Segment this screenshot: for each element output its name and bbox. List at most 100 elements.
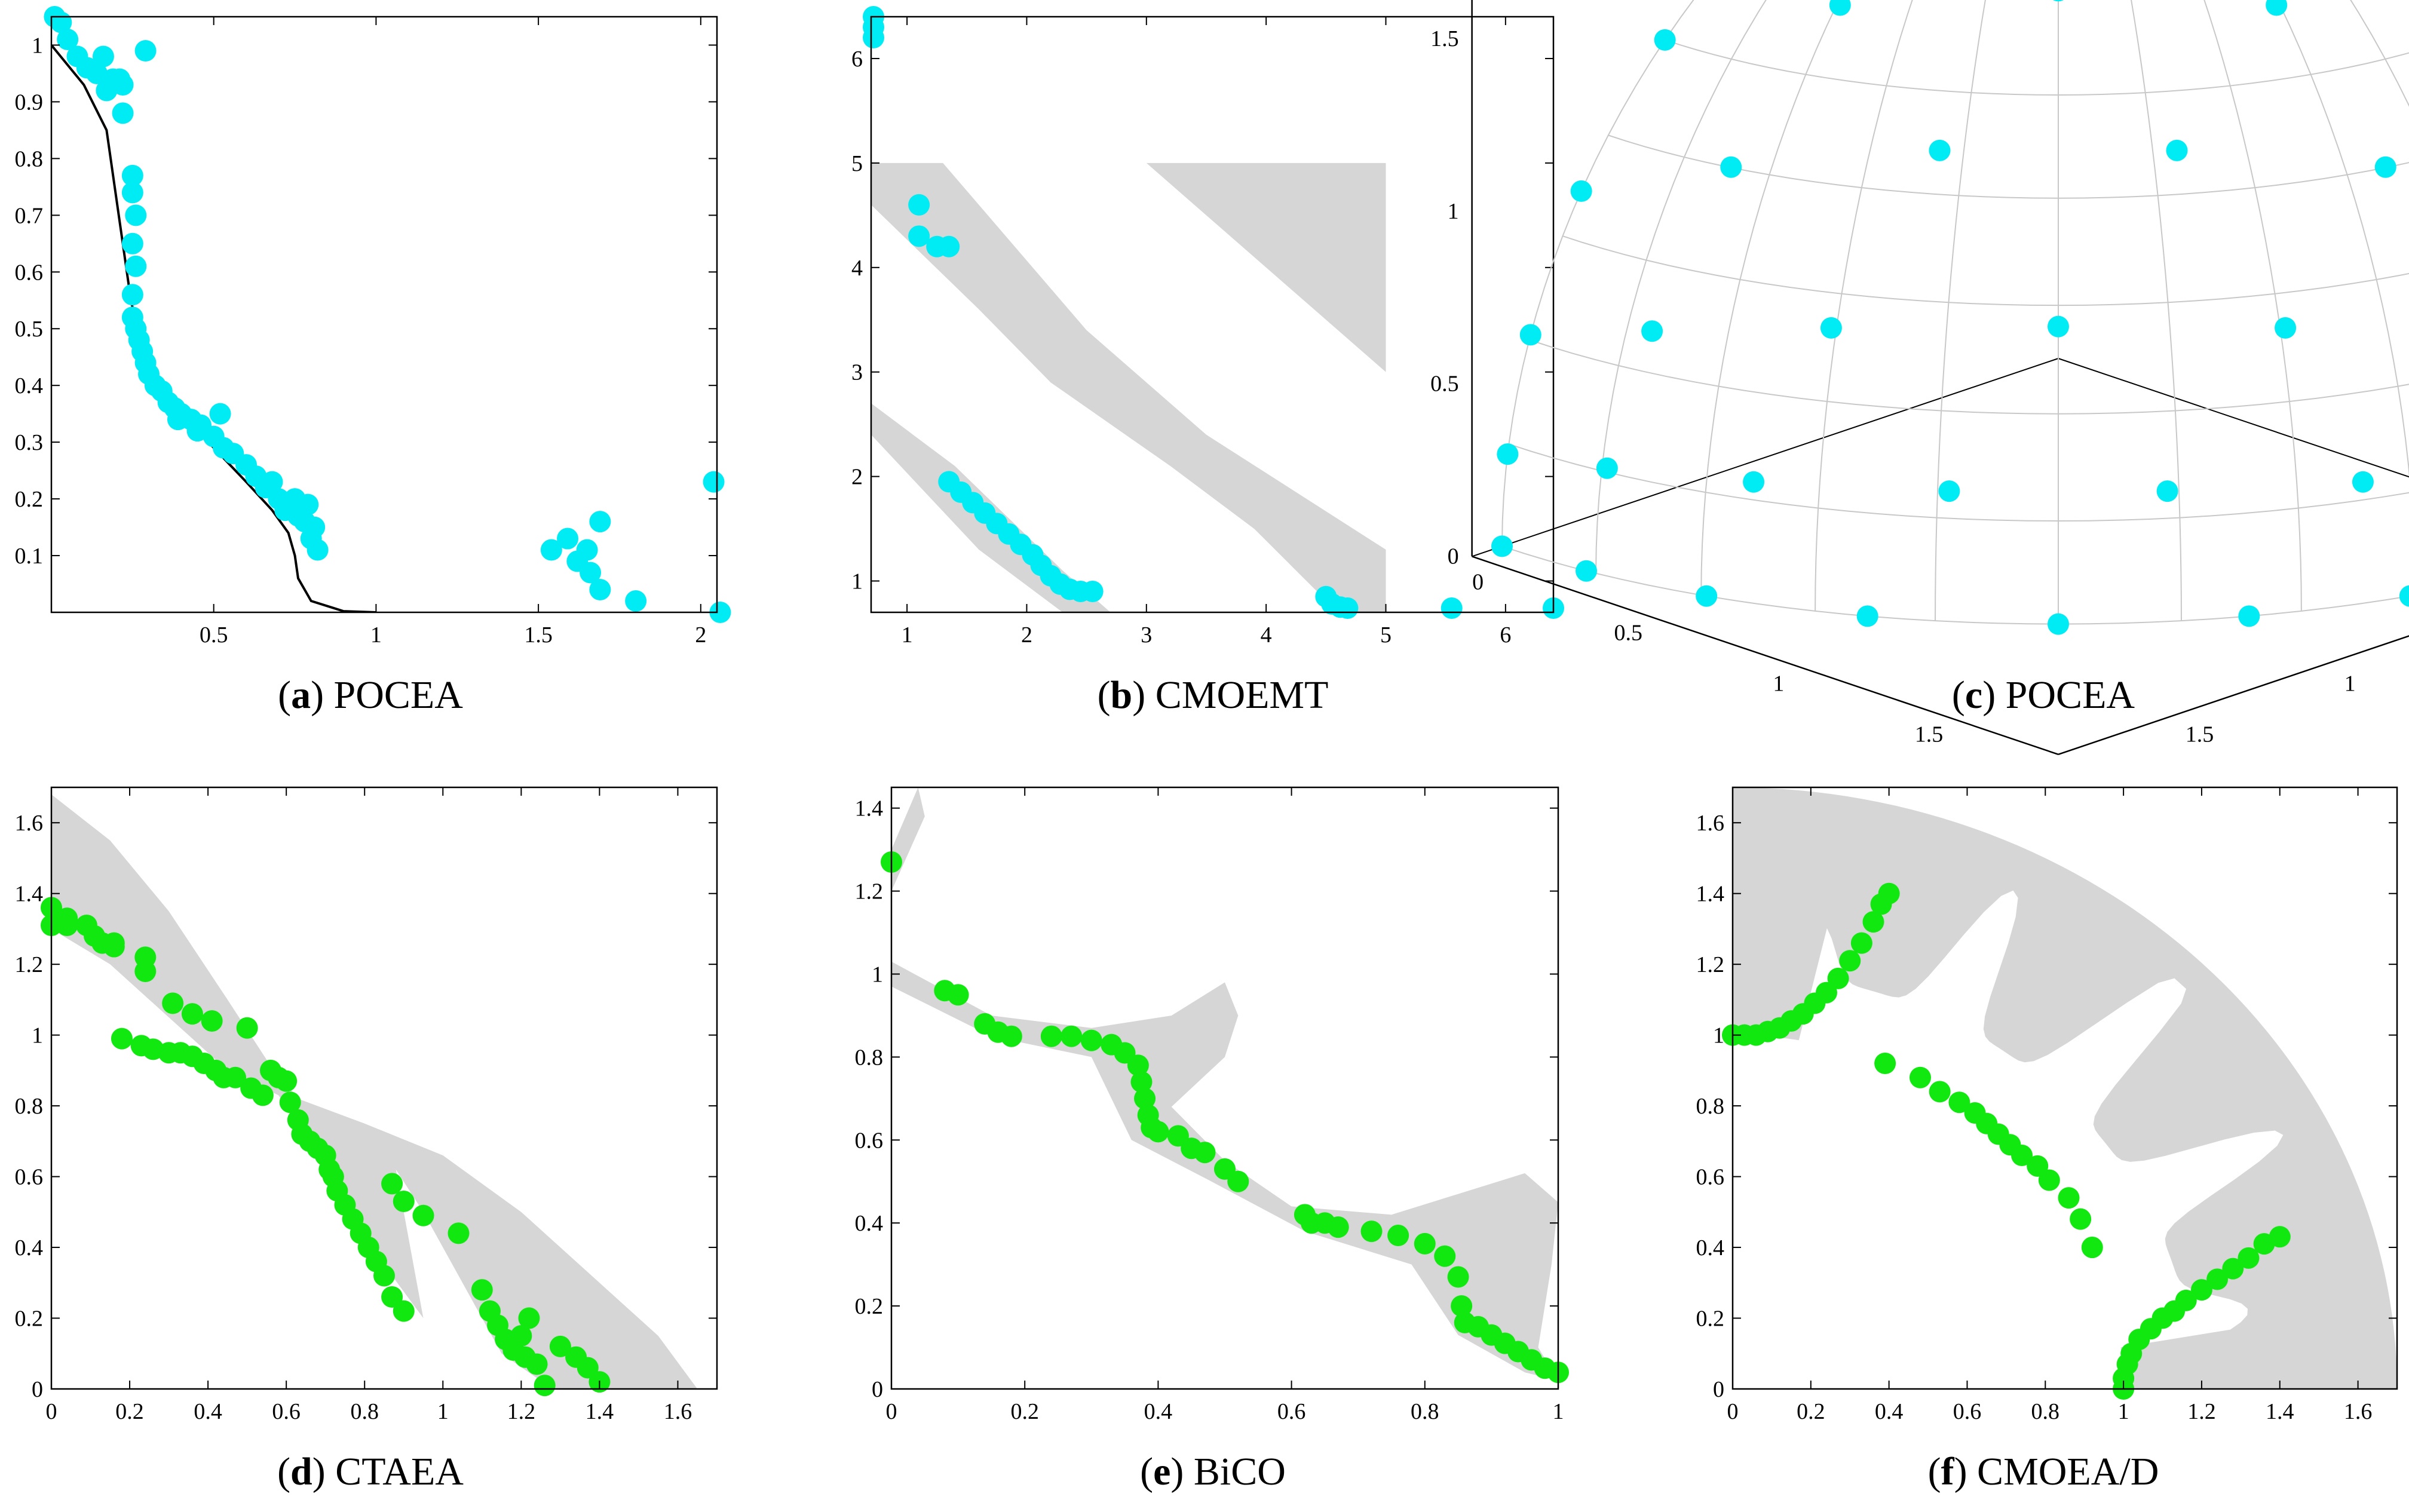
y-tick-label: 0.2: [855, 1294, 884, 1319]
data-point: [1696, 585, 1718, 607]
panel-a: 0.5 1 1.5 2 0.1 0.2 0.3 0.4 0.5 0.6 0.7 0.8 0.9 1 (a) …: [15, 6, 731, 717]
caption-e: (e) BiCO: [1140, 1450, 1286, 1493]
box-edge: [1472, 358, 2059, 557]
x-tick-label: 1.6: [2344, 1399, 2373, 1424]
data-point: [908, 225, 930, 247]
y-tick-label: 1.2: [15, 952, 44, 977]
surface-grid-line: [2276, 0, 2409, 477]
data-point: [557, 527, 579, 550]
data-point: [2190, 1279, 2212, 1301]
y-tick-label: 1: [1773, 671, 1784, 696]
data-point: [1000, 1025, 1022, 1047]
data-point: [2166, 139, 2188, 161]
x-tick-label: 1.5: [524, 622, 553, 648]
y-tick-label: 0.4: [15, 373, 44, 398]
data-point: [1929, 1081, 1951, 1103]
surface-grid-line: [2058, 0, 2409, 546]
plot-area-d: [51, 794, 698, 1389]
y-tick-label: 1.4: [15, 882, 44, 907]
plot-area-a: [51, 44, 376, 612]
caption-paren-open: (: [278, 673, 291, 717]
axes-frame: [870, 16, 1555, 614]
data-point: [1327, 1216, 1349, 1238]
data-point: [1451, 1295, 1473, 1317]
data-point: [1441, 597, 1463, 619]
y-tick-label: 0.7: [15, 203, 44, 228]
data-point: [2206, 1268, 2229, 1290]
data-point: [1829, 0, 1851, 16]
data-point: [1134, 1087, 1156, 1109]
x-tick-label: 1: [1553, 1399, 1564, 1424]
data-point: [125, 204, 147, 226]
data-point: [863, 26, 885, 48]
data-point: [471, 1279, 493, 1301]
y-tick-label: 6: [851, 47, 863, 72]
x-tick-label: 1.5: [2186, 722, 2214, 747]
caption-text: ) CTAEA: [312, 1450, 464, 1493]
panel-d: 0 0.2 0.4 0.6 0.8 1 1.2 1.4 1.6 0 0.2 0.4 0.6 0.8 1 1.2…: [15, 786, 718, 1493]
data-point: [1576, 560, 1598, 582]
data-point: [1491, 535, 1513, 557]
panel-b: 1 2 3 4 5 6 1 2 3 4 5 6 (b) CMOEMT: [851, 6, 1564, 717]
y-tick-label: 0.6: [855, 1128, 884, 1153]
y-tick-label: 0.9: [15, 90, 44, 115]
data-point: [181, 1003, 203, 1025]
caption-a: (a) POCEA: [278, 673, 463, 717]
x-tick-label: 0.6: [1277, 1399, 1306, 1424]
data-point: [92, 45, 114, 68]
data-point: [1850, 932, 1872, 954]
x-tick-label: 0.6: [272, 1399, 301, 1424]
y-tick-label: 0: [1713, 1377, 1724, 1402]
caption-b: (b) CMOEMT: [1098, 673, 1329, 717]
caption-text: ) BiCO: [1170, 1450, 1286, 1493]
x-tick-label: 0.4: [1875, 1399, 1904, 1424]
x-tick-label: 3: [1141, 622, 1152, 648]
data-point: [2081, 1237, 2103, 1259]
caption-text: ) POCEA: [311, 673, 463, 717]
x-tick-label: 1: [370, 622, 382, 648]
y-tick-label: 0.6: [15, 1165, 44, 1190]
y-tick-label: 0: [872, 1377, 883, 1402]
data-point: [275, 1070, 298, 1092]
data-point: [236, 1017, 258, 1039]
feasible-region: [1146, 162, 1386, 372]
surface-grid-line: [1562, 235, 2409, 306]
data-point: [1447, 1266, 1469, 1288]
data-point: [1948, 1091, 1970, 1114]
x-tick-label: 1: [902, 622, 913, 648]
data-point: [2238, 605, 2260, 627]
x-tick-label: 0: [1727, 1399, 1739, 1424]
surface-grid-line: [2350, 0, 2409, 107]
x-tick-label: 1.2: [507, 1399, 536, 1424]
y-tick-label: 1: [1713, 1023, 1724, 1048]
x-tick-label: 1: [2344, 671, 2356, 696]
points-a: [44, 6, 731, 623]
caption-letter: b: [1111, 673, 1133, 717]
x-tick-label: 5: [1380, 622, 1392, 648]
x-tick-label: 0.4: [194, 1399, 222, 1424]
data-point: [1337, 597, 1359, 619]
z-tick-label: 0.5: [1430, 372, 1459, 397]
data-point: [908, 194, 930, 216]
axes-frame: [50, 16, 718, 614]
points-b: [863, 6, 1564, 619]
data-point: [2053, 0, 2064, 2]
y-tick-label: 0: [32, 1377, 43, 1402]
data-point: [709, 602, 731, 623]
box-edge: [1472, 556, 2059, 755]
data-point: [121, 182, 143, 204]
points-d: [41, 897, 611, 1397]
y-tick-label: 1.5: [1915, 722, 1944, 747]
x-tick-label: 1: [2118, 1399, 2129, 1424]
data-point: [412, 1204, 434, 1226]
x-tick-label: 1.4: [2266, 1399, 2294, 1424]
y-tick-label: 0.8: [855, 1045, 884, 1070]
surface-grid-line: [1595, 0, 1767, 573]
data-point: [209, 403, 231, 425]
data-point: [125, 255, 147, 277]
data-point: [121, 164, 143, 186]
data-point: [224, 1066, 246, 1088]
data-point: [201, 1010, 223, 1032]
data-point: [134, 39, 157, 62]
y-tick-label: 2: [851, 465, 863, 490]
